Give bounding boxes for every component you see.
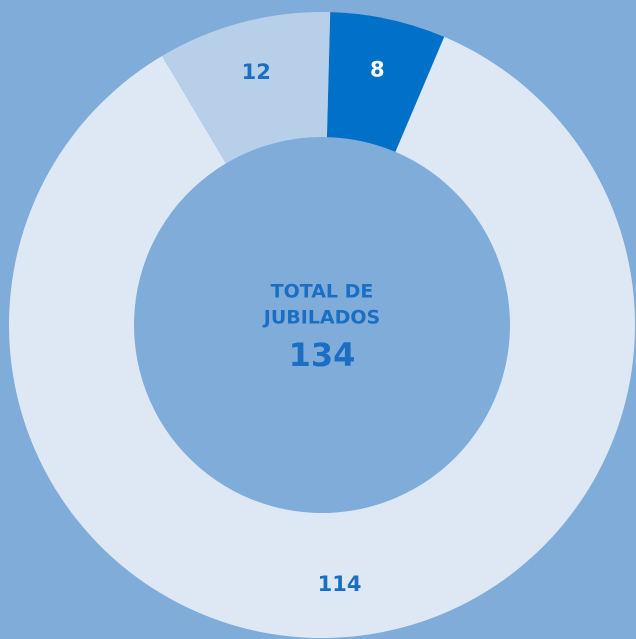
slice [326, 12, 445, 152]
center-total: 134 [289, 336, 356, 374]
center-label: TOTAL DE [271, 281, 374, 303]
value-label: 12 [242, 60, 271, 84]
slice [9, 36, 636, 638]
donut [9, 12, 636, 638]
value-label: 8 [370, 57, 385, 81]
value-label: 114 [318, 572, 362, 596]
center-label: JUBILADOS [262, 307, 380, 329]
slice [162, 12, 331, 164]
